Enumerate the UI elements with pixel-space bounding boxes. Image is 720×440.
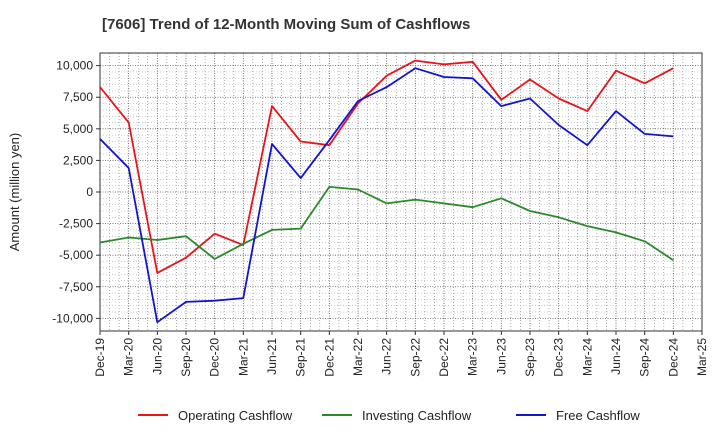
y-tick-label: 0 [86, 185, 93, 199]
legend: Operating Cashflow Investing Cashflow Free… [138, 408, 640, 423]
x-tick-label: Sep-24 [638, 338, 652, 377]
chart-title: [7606] Trend of 12-Month Moving Sum of C… [102, 16, 470, 33]
y-tick-label: -5,000 [59, 248, 93, 262]
x-tick-label: Jun-20 [150, 338, 164, 375]
y-tick-label: -2,500 [59, 217, 93, 231]
x-tick-label: Mar-20 [122, 338, 136, 376]
x-tick-label: Dec-24 [666, 338, 680, 377]
x-tick-label: Jun-23 [494, 338, 508, 375]
y-tick-label: 2,500 [63, 153, 93, 167]
x-tick-label: Dec-22 [437, 338, 451, 377]
series-line-investing-cashflow [99, 185, 674, 261]
y-tick-label: 5,000 [63, 122, 93, 136]
x-tick-label: Sep-20 [179, 338, 193, 377]
y-tick-label: 7,500 [63, 90, 93, 104]
x-tick-label: Dec-21 [322, 338, 336, 377]
legend-label-free-cashflow: Free Cashflow [556, 408, 640, 423]
x-tick-label: Dec-19 [93, 338, 107, 377]
legend-label-operating-cashflow: Operating Cashflow [178, 408, 293, 423]
x-axis: Dec-19 Mar-20 Jun-20 Sep-20 Dec-20 Mar-21 Jun-… [93, 331, 709, 377]
series-line-operating-cashflow [99, 59, 674, 274]
x-tick-label: Mar-22 [351, 338, 365, 376]
x-tick-label: Sep-23 [523, 338, 537, 377]
y-tick-label: 10,000 [56, 59, 93, 73]
x-tick-label: Jun-21 [265, 338, 279, 375]
y-axis-label: Amount (million yen) [7, 133, 22, 252]
y-tick-label: -10,000 [52, 311, 93, 325]
x-tick-label: Sep-21 [294, 338, 308, 377]
grid [99, 53, 703, 331]
legend-label-investing-cashflow: Investing Cashflow [362, 408, 472, 423]
x-tick-label: Dec-23 [552, 338, 566, 377]
series-group [99, 59, 674, 324]
x-tick-label: Sep-22 [408, 338, 422, 377]
x-tick-label: Mar-23 [466, 338, 480, 376]
x-tick-label: Dec-20 [208, 338, 222, 377]
y-tick-label: -7,500 [59, 280, 93, 294]
y-axis: 10,000 7,500 5,000 2,500 0 -2,500 -5,000 -7,500… [52, 59, 100, 325]
x-tick-label: Mar-24 [580, 338, 594, 376]
x-tick-label: Jun-22 [380, 338, 394, 375]
x-tick-label: Mar-25 [695, 338, 709, 376]
x-tick-label: Mar-21 [236, 338, 250, 376]
series-line-free-cashflow [99, 67, 674, 324]
x-tick-label: Jun-24 [609, 338, 623, 375]
